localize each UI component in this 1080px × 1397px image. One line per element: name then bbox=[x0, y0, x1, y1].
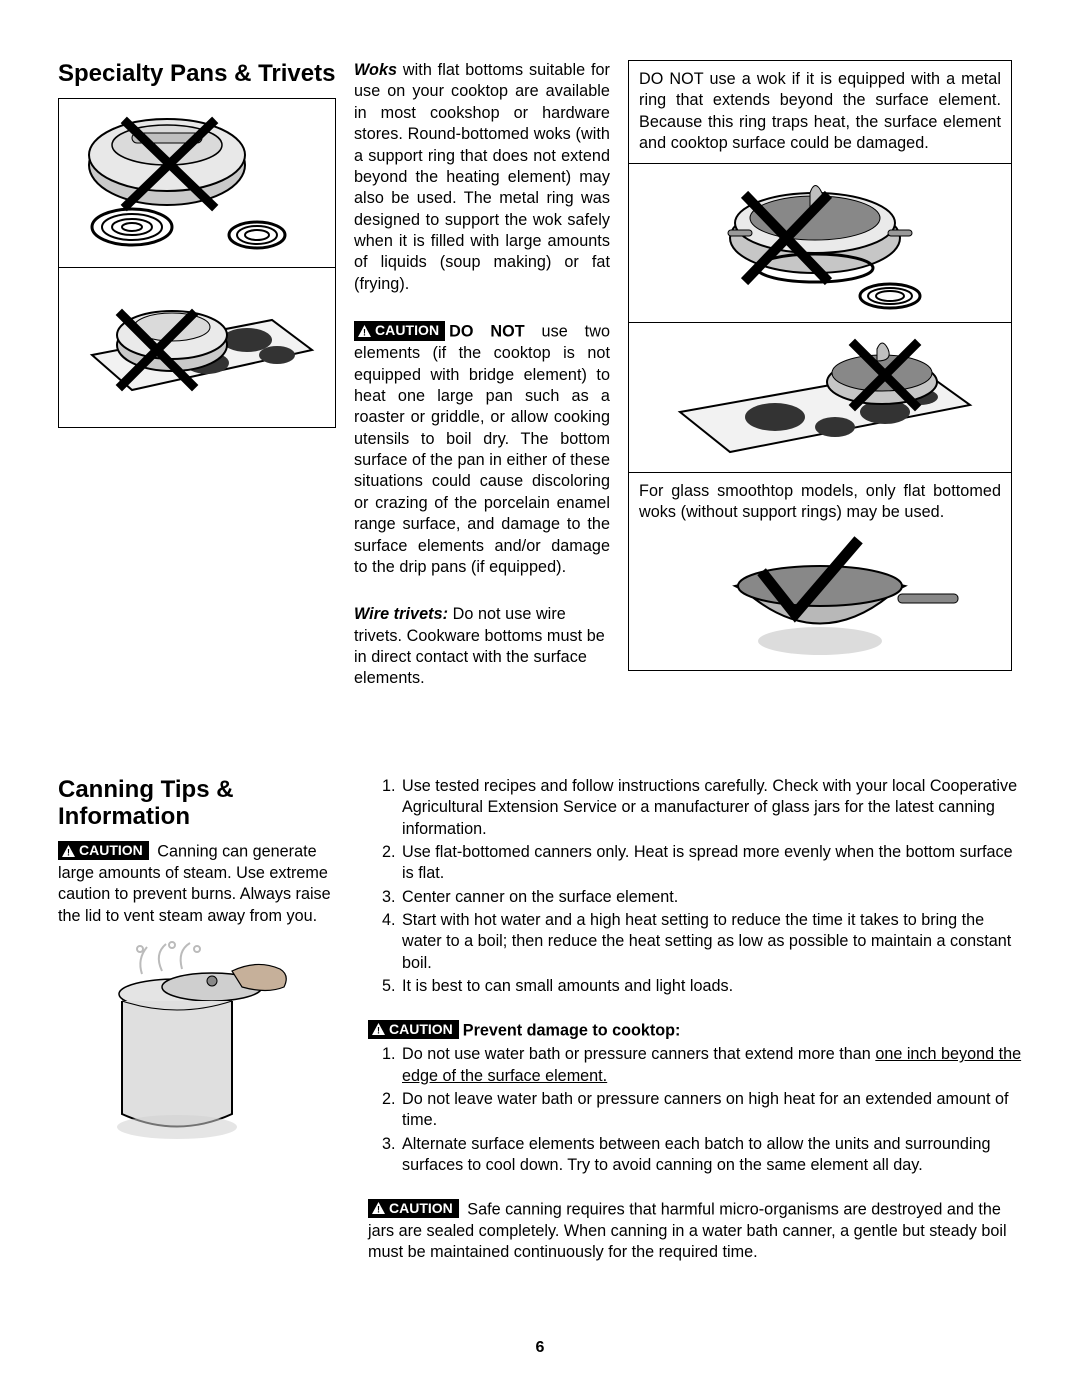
final-caution-text: Safe canning requires that harmful micro… bbox=[368, 1200, 1007, 1261]
caution-badge: ! CAUTION bbox=[58, 841, 149, 860]
tip-2: Use flat-bottomed canners only. Heat is … bbox=[400, 842, 1022, 885]
col-left: Specialty Pans & Trivets bbox=[58, 60, 336, 690]
final-caution: ! CAUTION Safe canning requires that har… bbox=[368, 1199, 1022, 1264]
section2-title: Canning Tips & Information bbox=[58, 776, 336, 831]
tip-1: Use tested recipes and follow instructio… bbox=[400, 776, 1022, 840]
canning-tips-list: Use tested recipes and follow instructio… bbox=[368, 776, 1022, 998]
s2-left: Canning Tips & Information ! CAUTION Can… bbox=[58, 776, 336, 1264]
figure-wok-ring-coil-x bbox=[628, 163, 1012, 323]
woks-para: Woks with flat bottoms suitable for use … bbox=[354, 60, 610, 295]
figure-roaster-coil-x bbox=[58, 98, 336, 268]
page-number: 6 bbox=[0, 1339, 1080, 1357]
figure-cooktop-wok-x bbox=[628, 323, 1012, 473]
caution-badge: ! CAUTION bbox=[368, 1020, 459, 1039]
caution-text: use two elements (if the cooktop is not … bbox=[354, 323, 610, 576]
woks-text: with flat bottoms suitable for use on yo… bbox=[354, 61, 610, 293]
section-canning: Canning Tips & Information ! CAUTION Can… bbox=[58, 776, 1022, 1264]
figure-stack-right bbox=[628, 163, 1012, 473]
section-specialty-pans: Specialty Pans & Trivets bbox=[58, 60, 1022, 690]
woks-label: Woks bbox=[354, 61, 397, 79]
caution-para-1: ! CAUTION DO NOT use two elements (if th… bbox=[354, 321, 610, 578]
s2-right: Use tested recipes and follow instructio… bbox=[368, 776, 1022, 1264]
figure-cooktop-roaster-x bbox=[58, 268, 336, 428]
figure-canning-pot bbox=[77, 935, 317, 1153]
page: Specialty Pans & Trivets bbox=[58, 60, 1022, 1357]
svg-text:!: ! bbox=[377, 1205, 380, 1215]
col-mid: Woks with flat bottoms suitable for use … bbox=[354, 60, 610, 690]
prevent-block: ! CAUTION Prevent damage to cooktop: Do … bbox=[368, 1020, 1022, 1177]
prevent-2: Do not leave water bath or pressure cann… bbox=[400, 1089, 1022, 1132]
donot-label: DO NOT bbox=[449, 323, 525, 341]
right-top-textbox: DO NOT use a wok if it is equipped with … bbox=[628, 60, 1012, 163]
prevent-3: Alternate surface elements between each … bbox=[400, 1134, 1022, 1177]
prevent-heading: ! CAUTION Prevent damage to cooktop: bbox=[368, 1020, 1022, 1041]
svg-text:!: ! bbox=[363, 327, 366, 337]
right-mid-text: For glass smoothtop models, only flat bo… bbox=[639, 481, 1001, 524]
right-mid-textbox: For glass smoothtop models, only flat bo… bbox=[628, 473, 1012, 532]
figure-flat-wok-check bbox=[628, 531, 1012, 671]
caution-badge: ! CAUTION bbox=[354, 321, 445, 340]
figure-stack-left bbox=[58, 98, 336, 428]
canning-caution-left: ! CAUTION Canning can generate large amo… bbox=[58, 841, 336, 927]
tip-4: Start with hot water and a high heat set… bbox=[400, 910, 1022, 974]
tip-3: Center canner on the surface element. bbox=[400, 887, 1022, 908]
right-top-text: DO NOT use a wok if it is equipped with … bbox=[639, 69, 1001, 155]
svg-text:!: ! bbox=[67, 847, 70, 857]
wire-para: Wire trivets: Do not use wire trivets. C… bbox=[354, 604, 610, 690]
prevent-1: Do not use water bath or pressure canner… bbox=[400, 1044, 1022, 1087]
prevent-list: Do not use water bath or pressure canner… bbox=[368, 1044, 1022, 1176]
wire-label: Wire trivets: bbox=[354, 605, 448, 623]
tip-5: It is best to can small amounts and ligh… bbox=[400, 976, 1022, 997]
col-right: DO NOT use a wok if it is equipped with … bbox=[628, 60, 1012, 690]
caution-badge: ! CAUTION bbox=[368, 1199, 459, 1218]
section1-title: Specialty Pans & Trivets bbox=[58, 60, 336, 88]
svg-text:!: ! bbox=[377, 1026, 380, 1036]
